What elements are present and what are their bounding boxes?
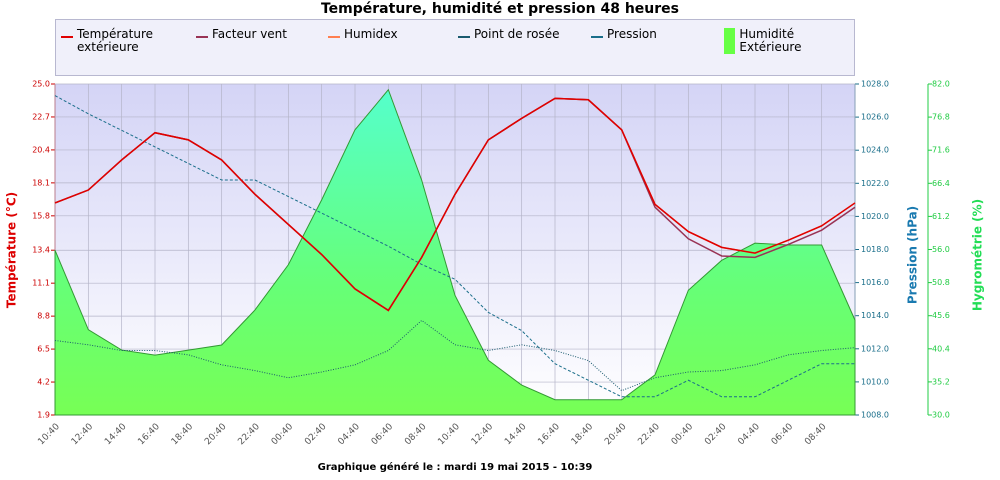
tick-label: 1014.0 xyxy=(861,311,889,320)
x-tick-label: 16:40 xyxy=(536,422,562,448)
tick-label: 82.0 xyxy=(932,80,950,89)
tick-label: 20.4 xyxy=(32,145,50,154)
humidity-area xyxy=(54,88,856,416)
legend-item: Humidité Extérieure xyxy=(724,28,854,54)
tick-label: 1008.0 xyxy=(861,411,889,420)
tick-label: 4.2 xyxy=(37,378,50,387)
legend-item: Pression xyxy=(591,28,657,41)
tick-label: 6.5 xyxy=(37,345,50,354)
x-tick-label: 14:40 xyxy=(103,422,129,448)
legend-swatch xyxy=(328,36,340,38)
tick-label: 30.0 xyxy=(932,411,950,420)
footer: Graphique généré le : mardi 19 mai 2015 … xyxy=(318,461,593,473)
y-axis-title: Température (°C) xyxy=(5,192,19,308)
x-tick-label: 00:40 xyxy=(670,422,696,448)
x-tick-label: 02:40 xyxy=(303,422,329,448)
x-tick-label: 12:40 xyxy=(70,422,96,448)
tick-label: 45.6 xyxy=(932,311,950,320)
x-tick-label: 10:40 xyxy=(436,422,462,448)
tick-label: 1020.0 xyxy=(861,212,889,221)
tick-label: 25.0 xyxy=(32,80,50,89)
chart-title: Température, humidité et pression 48 heu… xyxy=(321,1,679,17)
tick-label: 13.4 xyxy=(32,246,50,255)
tick-label: 40.4 xyxy=(932,344,950,353)
legend-label: Facteur vent xyxy=(212,27,287,41)
legend-swatch xyxy=(591,36,603,38)
x-tick-label: 22:40 xyxy=(236,422,262,448)
x-tick-label: 18:40 xyxy=(570,422,596,448)
tick-label: 66.4 xyxy=(932,179,950,188)
x-tick-label: 18:40 xyxy=(170,422,196,448)
y2-axis-title: Pression (hPa) xyxy=(906,206,920,304)
x-tick-label: 14:40 xyxy=(503,422,529,448)
legend-item: Humidex xyxy=(328,28,398,41)
legend-label: Température extérieure xyxy=(77,27,154,54)
legend-label: Humidex xyxy=(344,27,398,41)
x-tick-label: 16:40 xyxy=(136,422,162,448)
x-tick-label: 04:40 xyxy=(336,422,362,448)
tick-label: 11.1 xyxy=(32,279,50,288)
x-tick-label: 12:40 xyxy=(470,422,496,448)
tick-label: 1010.0 xyxy=(861,377,889,386)
tick-label: 1018.0 xyxy=(861,245,889,254)
x-tick-label: 06:40 xyxy=(370,422,396,448)
tick-label: 18.1 xyxy=(32,178,50,187)
x-tick-label: 08:40 xyxy=(803,422,829,448)
x-tick-label: 22:40 xyxy=(636,422,662,448)
x-tick-label: 04:40 xyxy=(736,422,762,448)
legend-item: Température extérieure xyxy=(61,28,157,54)
x-tick-label: 20:40 xyxy=(603,422,629,448)
x-tick-label: 20:40 xyxy=(203,422,229,448)
tick-label: 76.8 xyxy=(932,113,950,122)
tick-label: 1.9 xyxy=(37,411,50,420)
legend-item: Point de rosée xyxy=(458,28,559,41)
tick-label: 50.8 xyxy=(932,278,950,287)
legend-swatch xyxy=(458,36,470,38)
series-line xyxy=(54,97,856,312)
tick-label: 1024.0 xyxy=(861,146,889,155)
x-tick-label: 06:40 xyxy=(770,422,796,448)
legend-label: Pression xyxy=(607,27,657,41)
tick-label: 1026.0 xyxy=(861,113,889,122)
tick-label: 8.8 xyxy=(37,312,50,321)
legend-swatch xyxy=(196,36,208,38)
tick-label: 1022.0 xyxy=(861,179,889,188)
legend-label: Humidité Extérieure xyxy=(739,27,802,54)
tick-label: 71.6 xyxy=(932,146,950,155)
x-tick-label: 00:40 xyxy=(270,422,296,448)
tick-label: 1016.0 xyxy=(861,278,889,287)
x-tick-label: 02:40 xyxy=(703,422,729,448)
y3-axis-title: Hygrométrie (%) xyxy=(971,199,985,311)
legend-swatch xyxy=(724,28,736,54)
tick-label: 61.2 xyxy=(932,212,950,221)
tick-label: 1012.0 xyxy=(861,344,889,353)
tick-label: 22.7 xyxy=(32,112,50,121)
tick-label: 35.2 xyxy=(932,377,950,386)
legend-label: Point de rosée xyxy=(474,27,560,41)
legend-item: Facteur vent xyxy=(196,28,287,41)
series-line xyxy=(54,95,855,398)
legend: Température extérieure Facteur vent Humide… xyxy=(55,19,855,76)
x-tick-label: 10:40 xyxy=(36,422,62,448)
x-tick-label: 08:40 xyxy=(403,422,429,448)
tick-label: 1028.0 xyxy=(861,80,889,89)
tick-label: 15.8 xyxy=(32,211,50,220)
legend-swatch xyxy=(61,36,73,38)
tick-label: 56.0 xyxy=(932,245,950,254)
